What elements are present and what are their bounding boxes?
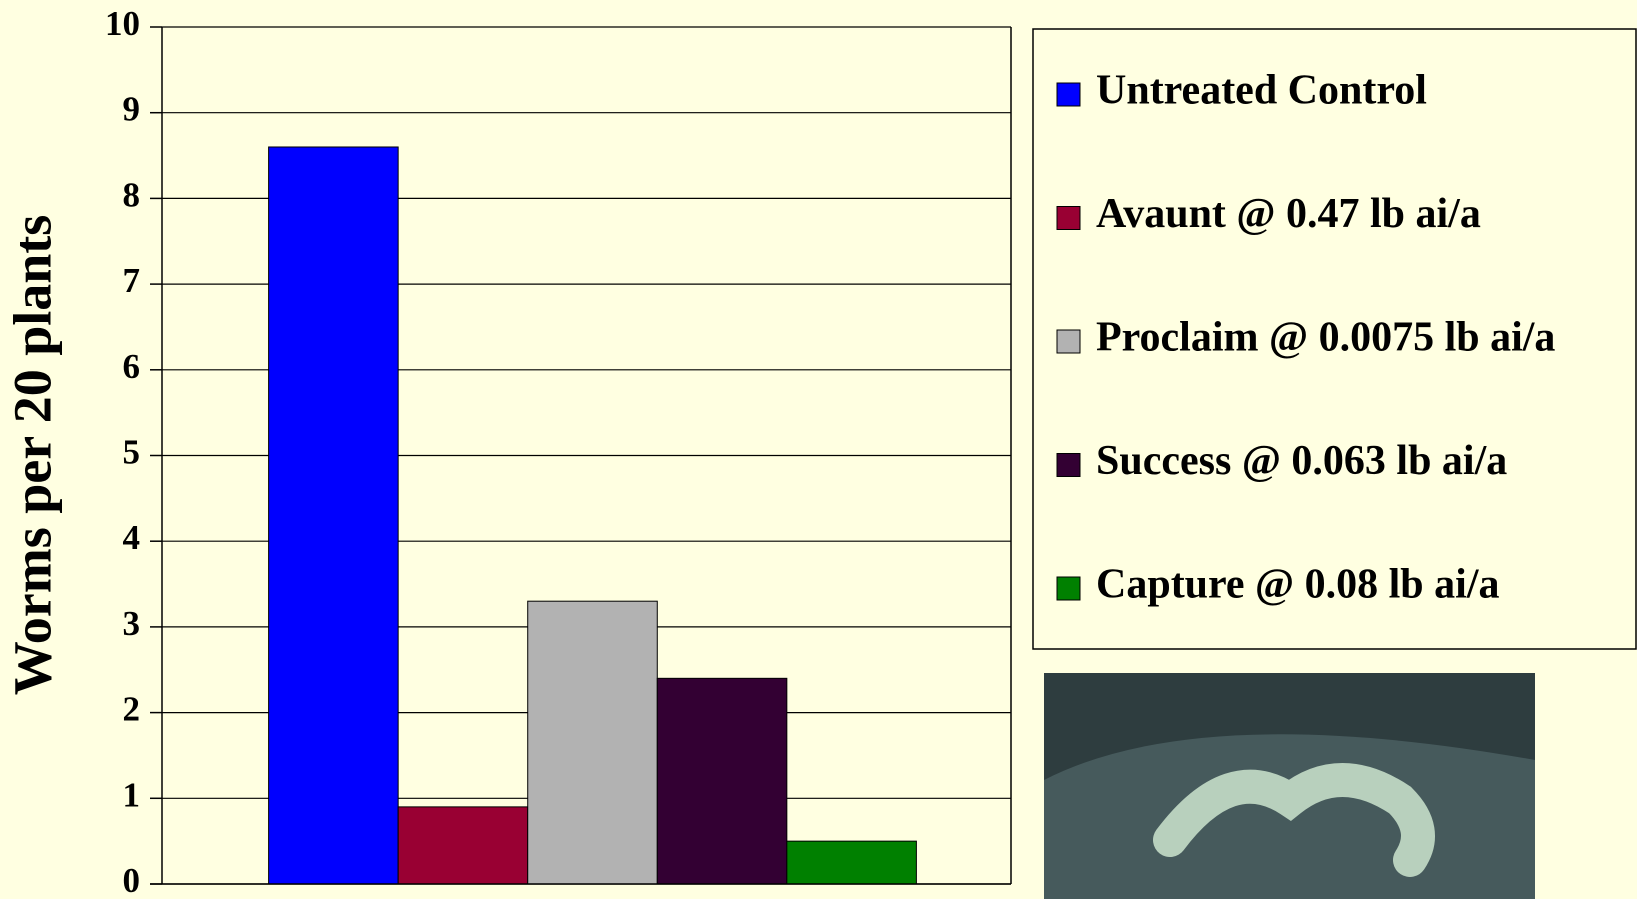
legend-swatch [1056, 453, 1081, 477]
photo [1044, 673, 1535, 899]
bar [786, 840, 917, 885]
y-tick-label: 5 [123, 433, 141, 472]
y-tick-label: 7 [123, 261, 141, 300]
photo-caterpillar [1153, 763, 1435, 877]
bar [656, 677, 788, 885]
y-tick-label: 6 [123, 347, 141, 386]
y-axis-label: Worms per 20 plants [2, 215, 62, 696]
legend-label: Capture @ 0.08 lb ai/a [1096, 562, 1500, 608]
y-tick-label: 10 [105, 4, 140, 43]
y-tick-label: 8 [123, 175, 141, 214]
legend-swatch [1056, 576, 1081, 601]
legend-swatch [1056, 329, 1081, 354]
legend-label: Success @ 0.063 lb ai/a [1096, 438, 1507, 484]
bar [397, 806, 529, 885]
y-tick-label: 4 [123, 518, 141, 557]
legend-label: Untreated Control [1096, 68, 1427, 114]
y-tick-label: 0 [123, 861, 141, 899]
bar [268, 146, 399, 885]
y-tick-label: 9 [123, 90, 141, 129]
y-tick-label: 1 [123, 775, 141, 814]
legend-swatch [1056, 82, 1081, 107]
legend-label: Avaunt @ 0.47 lb ai/a [1096, 191, 1481, 237]
legend-label: Proclaim @ 0.0075 lb ai/a [1096, 315, 1555, 361]
bar [527, 600, 658, 885]
y-tick-label: 3 [123, 604, 141, 643]
legend-swatch [1056, 206, 1081, 230]
y-tick-label: 2 [123, 690, 141, 729]
legend-box [1032, 28, 1637, 650]
